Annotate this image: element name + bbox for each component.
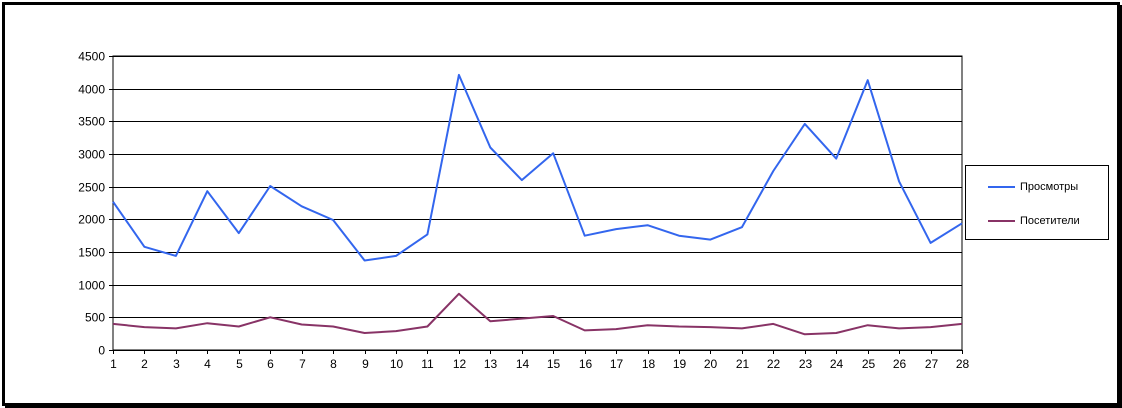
x-tick-label: 23	[799, 357, 813, 371]
x-tick-label: 14	[516, 357, 530, 371]
x-tick-label: 17	[610, 357, 624, 371]
x-tick-label: 11	[421, 357, 434, 371]
x-tick-label: 21	[736, 357, 750, 371]
legend: Просмотры Посетители	[965, 165, 1109, 240]
y-tick-label: 2500	[78, 181, 105, 195]
y-tick-label: 1000	[78, 279, 105, 293]
y-tick-label: 4500	[78, 50, 105, 64]
x-tick-label: 19	[673, 357, 687, 371]
x-tick-label: 25	[862, 357, 876, 371]
x-tick-label: 3	[173, 357, 180, 371]
y-tick-label: 0	[98, 344, 105, 358]
x-tick-label: 28	[956, 357, 970, 371]
legend-item-0: Просмотры	[966, 180, 1108, 194]
series-layer	[112, 73, 963, 336]
y-tick-label: 3000	[78, 148, 105, 162]
x-tick-label: 4	[204, 357, 211, 371]
x-tick-label: 26	[893, 357, 907, 371]
grid-layer	[112, 55, 963, 351]
x-tick-label: 1	[110, 357, 117, 371]
x-tick-label: 13	[484, 357, 498, 371]
legend-label: Посетители	[1020, 215, 1080, 227]
y-tick-label: 500	[85, 311, 105, 325]
y-tick-label: 4000	[78, 83, 105, 97]
legend-label: Просмотры	[1020, 181, 1079, 193]
y-tick-label: 1500	[78, 246, 105, 260]
x-tick-label: 9	[362, 357, 369, 371]
series-line-1	[112, 292, 963, 336]
x-tick-label: 27	[925, 357, 939, 371]
legend-swatch	[988, 220, 1015, 222]
y-tick-label: 2000	[78, 213, 105, 227]
x-tick-label: 22	[767, 357, 781, 371]
legend-swatch	[988, 186, 1015, 188]
x-tick-label: 24	[830, 357, 844, 371]
x-tick-label: 5	[236, 357, 243, 371]
x-tick-label: 10	[390, 357, 404, 371]
x-tick-label: 12	[453, 357, 467, 371]
x-tick-label: 15	[547, 357, 561, 371]
x-tick-label: 6	[267, 357, 274, 371]
x-tick-label: 7	[299, 357, 306, 371]
plot-area	[112, 55, 963, 351]
legend-item-1: Посетители	[966, 214, 1108, 228]
x-tick-label: 8	[330, 357, 337, 371]
series-line-0	[112, 73, 963, 262]
x-tick-label: 2	[141, 357, 148, 371]
x-tick-label: 18	[642, 357, 656, 371]
y-tick-label: 3500	[78, 115, 105, 129]
x-tick-label: 20	[704, 357, 718, 371]
x-tick-label: 16	[579, 357, 593, 371]
